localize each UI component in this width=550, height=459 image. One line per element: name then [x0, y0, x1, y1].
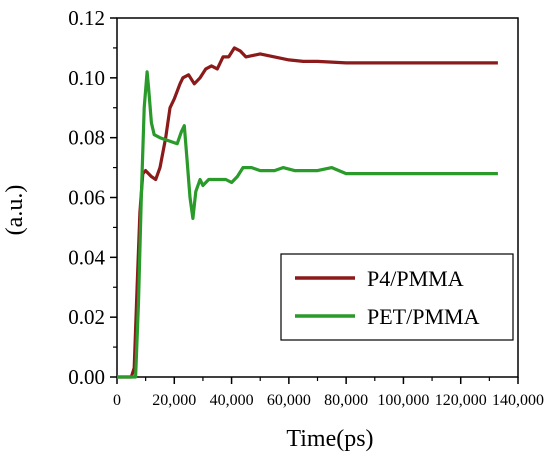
y-tick-label: 0.12 [68, 6, 105, 30]
y-tick-label: 0.02 [68, 305, 105, 329]
y-axis-label: (a.u.) [2, 185, 28, 236]
legend-box [280, 253, 514, 341]
y-tick-label: 0.00 [68, 365, 105, 389]
x-tick-label: 140,000 [492, 392, 544, 409]
x-tick-label: 20,000 [152, 392, 196, 409]
legend-label: PET/PMMA [367, 304, 480, 329]
y-tick-label: 0.08 [68, 126, 105, 150]
series-layer [117, 46, 498, 379]
y-tick-label: 0.04 [68, 245, 105, 269]
y-tick-label: 0.06 [68, 186, 105, 210]
x-tick-label: 100,000 [377, 392, 429, 409]
x-tick-label: 60,000 [267, 392, 311, 409]
x-tick-label: 0 [113, 392, 121, 409]
x-tick-label: 80,000 [324, 392, 368, 409]
x-tick-label: 120,000 [435, 392, 487, 409]
x-tick-label: 40,000 [210, 392, 254, 409]
legend-label: P4/PMMA [367, 266, 464, 291]
axes: 0.00 0.02 0.04 0.06 0.08 0.10 0.12 0 20,000 40,00… [68, 6, 544, 409]
series-line-1 [117, 46, 498, 379]
x-axis-label: Time(ps) [286, 426, 373, 452]
legend: P4/PMMA PET/PMMA [280, 253, 514, 341]
series-line-2 [117, 70, 498, 379]
y-tick-label: 0.10 [68, 66, 105, 90]
